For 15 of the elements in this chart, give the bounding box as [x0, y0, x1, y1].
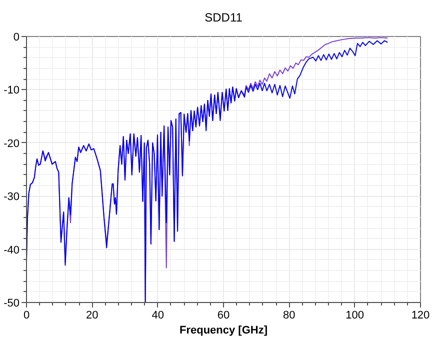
y-tick-label: -30 — [4, 191, 20, 204]
y-tick-label: -20 — [4, 138, 20, 150]
x-tick-label: 120 — [411, 310, 430, 322]
x-tick-label: 0 — [23, 310, 30, 322]
y-tick-label: -40 — [4, 244, 20, 256]
y-tick-label: -50 — [4, 298, 20, 310]
chart-title: SDD11 — [204, 10, 243, 24]
x-tick-label: 80 — [283, 310, 296, 322]
x-tick-label: 40 — [152, 310, 164, 322]
x-axis-title: Frequency [GHz] — [179, 324, 268, 336]
y-tick-label: 0 — [13, 32, 20, 44]
x-tick-label: 20 — [86, 310, 98, 322]
x-tick-label: 60 — [217, 310, 230, 322]
x-tick-label: 100 — [346, 310, 364, 322]
y-tick-label: -10 — [4, 84, 20, 97]
